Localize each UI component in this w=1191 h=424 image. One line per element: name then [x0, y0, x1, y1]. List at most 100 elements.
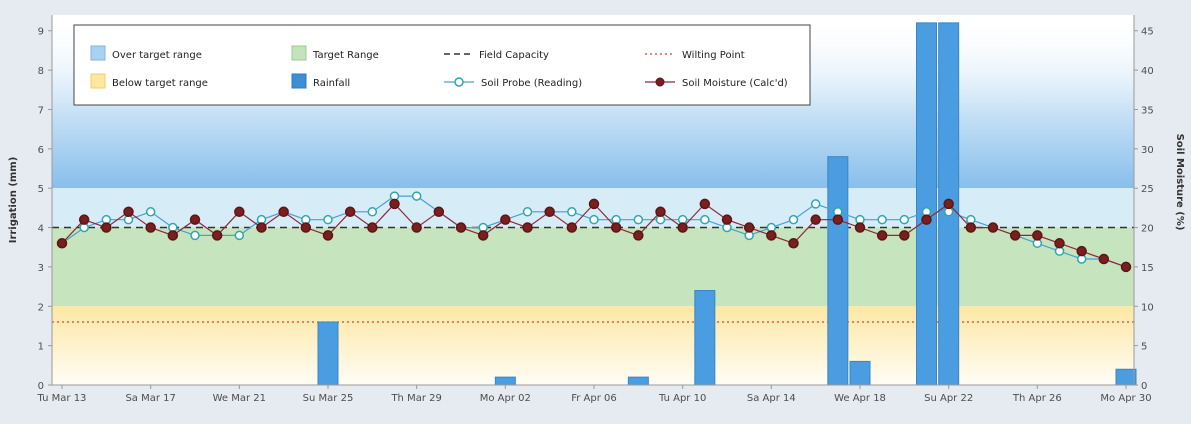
soil-moisture-calc-point [477, 230, 489, 241]
rainfall-bar [1115, 368, 1137, 386]
legend: Over target range Target Range Field Cap… [73, 24, 811, 106]
soil-moisture-calc-point [1032, 230, 1043, 241]
y-tick-label: 3 [38, 263, 44, 274]
soil-moisture-calc-point [788, 238, 799, 249]
soil-moisture-calc-point [987, 222, 999, 233]
soil-moisture-calc-point [189, 214, 201, 225]
y-tick-label: 1 [38, 342, 44, 353]
soil-moisture-calc-point [876, 230, 888, 241]
soil-moisture-calc-point [344, 206, 356, 218]
y2-tick-label: 10 [1141, 302, 1154, 313]
legend-over-label: Over target range [112, 50, 202, 61]
soil-moisture-calc-point [1098, 253, 1110, 265]
x-tick-label: Tu Mar 13 [37, 393, 87, 404]
y-axis-title: Irrigation (mm) [8, 157, 19, 244]
y2-tick-label: 15 [1141, 263, 1154, 274]
soil-moisture-calc-point [322, 230, 334, 241]
y-tick-label: 2 [38, 302, 44, 313]
soil-moisture-calc-point [832, 214, 844, 225]
soil-moisture-calc-point [78, 214, 90, 225]
soil-probe-point [411, 191, 422, 201]
legend-wp-label: Wilting Point [682, 50, 745, 61]
soil-moisture-calc-point [1076, 245, 1087, 257]
legend-below-label: Below target range [112, 78, 208, 89]
rainfall-bar [494, 376, 516, 386]
band-below-target [52, 306, 1134, 385]
soil-moisture-calc-point [721, 214, 733, 225]
legend-probe-marker [454, 77, 464, 87]
moisture-lines [56, 191, 1132, 273]
soil-moisture-calc-point [943, 198, 954, 210]
soil-probe-point [145, 207, 156, 217]
rainfall-bar [827, 156, 849, 386]
soil-moisture-calc-point [544, 206, 555, 218]
soil-moisture-calc-point [300, 222, 312, 233]
rainfall-bar [317, 321, 339, 386]
soil-moisture-calc-point [1120, 261, 1132, 273]
soil-moisture-calc-point [899, 230, 910, 241]
y2-tick-label: 25 [1141, 184, 1154, 195]
y2-tick-label: 0 [1141, 381, 1147, 392]
soil-probe-point [899, 214, 910, 225]
soil-moisture-calc-point [433, 206, 445, 218]
soil-probe-point [633, 214, 644, 225]
legend-probe-label: Soil Probe (Reading) [481, 78, 582, 89]
soil-probe-point [522, 207, 533, 217]
soil-probe-point [567, 207, 577, 217]
y-tick-label: 5 [38, 184, 44, 195]
soil-moisture-calc-point [1054, 238, 1065, 249]
soil-probe-point [190, 230, 200, 241]
soil-moisture-calc-point [699, 198, 711, 210]
x-tick-label: Th Apr 26 [1012, 393, 1062, 404]
x-tick-label: Tu Apr 10 [658, 393, 706, 404]
soil-probe-point [323, 214, 333, 225]
y-tick-label: 6 [38, 145, 44, 156]
legend-fc-label: Field Capacity [479, 50, 549, 61]
soil-moisture-calc-point [367, 222, 378, 233]
soil-moisture-calc-point [145, 222, 156, 233]
rainfall-bar [916, 22, 937, 386]
legend-calc-label: Soil Moisture (Calc'd) [682, 78, 788, 89]
x-tick-label: Su Apr 22 [924, 393, 973, 404]
x-tick-label: Th Mar 29 [390, 393, 441, 404]
legend-target-label: Target Range [312, 50, 379, 61]
soil-moisture-calc-point [389, 198, 400, 210]
soil-moisture-calc-point [633, 230, 644, 241]
y2-tick-label: 40 [1141, 66, 1154, 77]
soil-moisture-calc-point [256, 222, 267, 233]
x-tick-label: Fr Apr 06 [571, 393, 617, 404]
soil-moisture-calc-point [854, 222, 866, 233]
soil-moisture-calc-point [610, 222, 622, 233]
legend-over-swatch [90, 45, 106, 61]
y2-tick-label: 35 [1141, 105, 1154, 116]
soil-probe-point [877, 214, 887, 225]
y-tick-label: 0 [38, 381, 44, 392]
soil-moisture-calc-point [167, 230, 179, 241]
rainfall-bars [317, 22, 1137, 386]
x-tick-label: We Apr 18 [834, 393, 886, 404]
x-tick-label: Su Mar 25 [303, 393, 354, 404]
soil-moisture-calc-point [743, 222, 755, 233]
soil-moisture-calc-point [522, 222, 533, 233]
y2-axis-title: Soil Moisture (%) [1174, 134, 1185, 231]
soil-moisture-calc-point [234, 206, 245, 218]
legend-rain-swatch [291, 73, 307, 89]
soil-probe-point [810, 199, 821, 209]
soil-moisture-calc-point [411, 222, 422, 233]
y-tick-label: 8 [38, 66, 44, 77]
soil-moisture-calc-point [56, 238, 68, 249]
soil-moisture-calc-point [921, 214, 932, 225]
soil-moisture-calc-point [810, 214, 821, 225]
y2-tick-label: 45 [1141, 27, 1154, 38]
x-tick-label: Mo Apr 30 [1100, 393, 1151, 404]
legend-box [73, 24, 811, 106]
soil-moisture-calc-point [500, 214, 511, 225]
legend-below-swatch [90, 73, 106, 89]
y-tick-label: 4 [38, 224, 44, 235]
y2-tick-label: 5 [1141, 342, 1147, 353]
x-tick-label: Sa Apr 14 [747, 393, 796, 404]
soil-moisture-calc-point [566, 222, 578, 233]
soil-probe-point [788, 214, 799, 225]
